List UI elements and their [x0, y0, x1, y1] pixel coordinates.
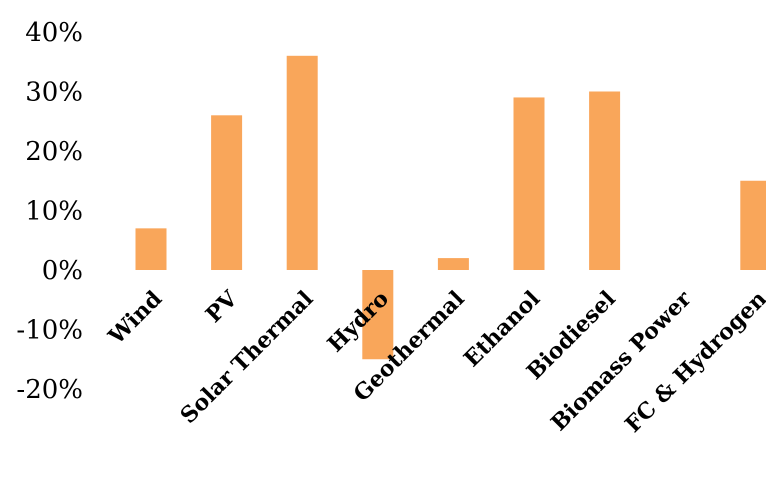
x-tick-label: Wind — [103, 286, 167, 350]
x-tick-label: FC & Hydrogen — [620, 286, 766, 438]
y-tick-label: 30% — [25, 78, 83, 108]
bar-wind — [135, 228, 167, 270]
bar-fc-hydrogen — [740, 180, 766, 270]
bar-pv — [211, 115, 243, 270]
bar-hydro — [362, 270, 394, 360]
x-tick-label: Biomass Power — [546, 286, 697, 437]
bars — [135, 55, 766, 360]
x-tick-label: PV — [201, 285, 244, 328]
bar-geothermal — [437, 258, 469, 270]
y-tick-label: 20% — [25, 137, 83, 167]
bar-biodiesel — [589, 91, 621, 270]
y-tick-label: -10% — [16, 316, 83, 346]
y-tick-label: -20% — [16, 375, 83, 405]
y-tick-label: 40% — [25, 18, 83, 48]
y-tick-label: 10% — [25, 197, 83, 227]
x-tick-label: Solar Thermal — [175, 286, 318, 429]
y-tick-label: 0% — [42, 256, 83, 286]
y-axis: 40% 30% 20% 10% 0% -10% -20% — [16, 18, 83, 405]
bar-solar-thermal — [286, 55, 318, 270]
bar-ethanol — [513, 97, 545, 270]
